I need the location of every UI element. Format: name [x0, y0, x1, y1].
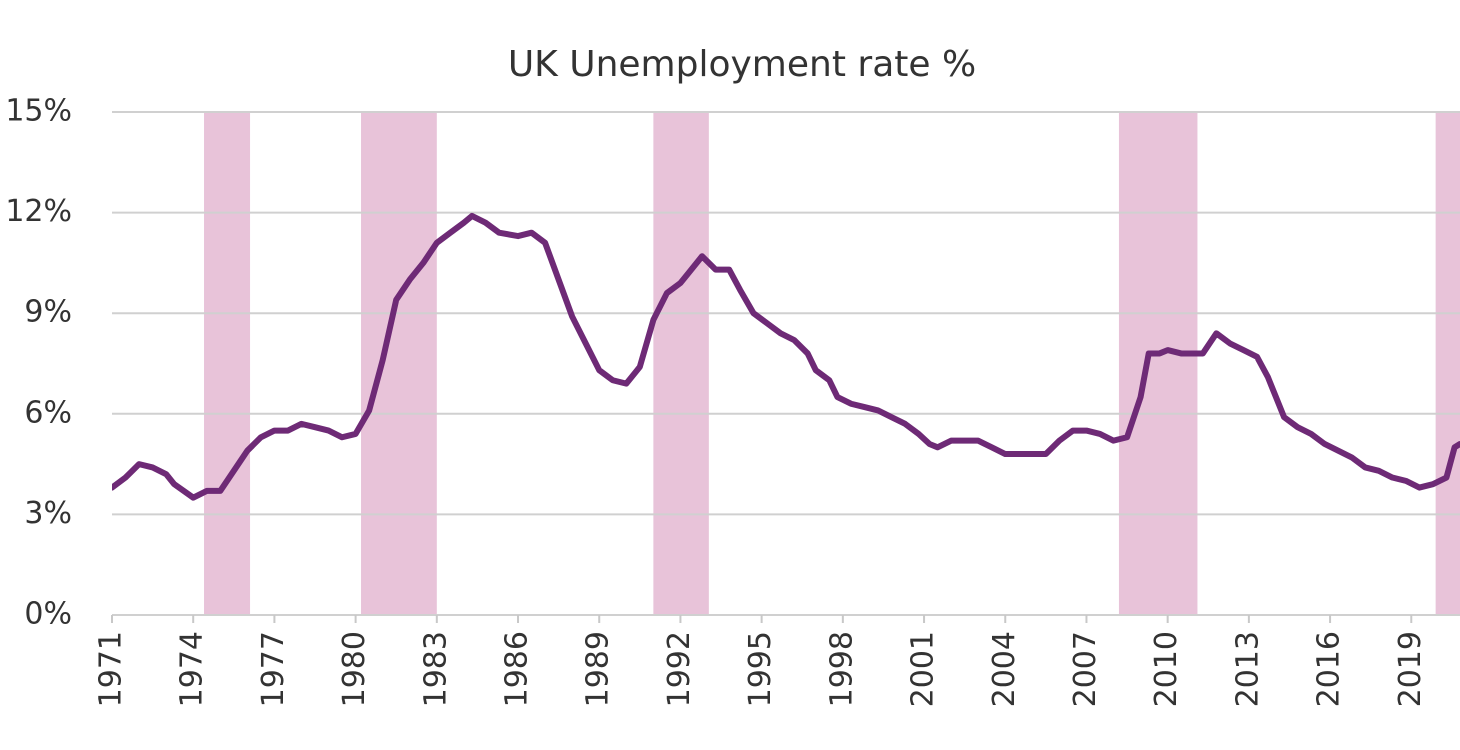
x-tick-label: 1983	[418, 631, 453, 707]
y-tick-label: 3%	[24, 496, 72, 531]
x-tick-label: 1980	[337, 631, 372, 707]
x-tick-label: 2013	[1230, 631, 1265, 707]
recession-band	[361, 112, 437, 615]
x-tick-label: 1992	[662, 631, 697, 707]
x-tick-label: 2007	[1068, 631, 1103, 707]
x-tick-label: 1977	[256, 631, 291, 707]
x-tick-label: 1971	[94, 631, 129, 707]
x-tick-label: 2010	[1149, 631, 1184, 707]
x-tick-label: 1989	[581, 631, 616, 707]
y-tick-label: 12%	[5, 194, 72, 229]
x-tick-label: 1998	[824, 631, 859, 707]
grid	[111, 111, 1460, 623]
x-tick-label: 2019	[1393, 631, 1428, 707]
recession-band	[653, 112, 709, 615]
recession-bands	[204, 112, 1460, 615]
x-tick-label: 2016	[1312, 631, 1347, 707]
recession-band	[1435, 112, 1460, 615]
y-tick-label: 9%	[24, 295, 72, 330]
y-tick-label: 15%	[5, 94, 72, 129]
x-tick-label: 2001	[906, 631, 941, 707]
x-tick-label: 2004	[987, 631, 1022, 707]
x-tick-label: 1995	[743, 631, 778, 707]
x-tick-label: 1986	[500, 631, 535, 707]
y-tick-label: 6%	[24, 395, 72, 430]
recession-band	[1118, 112, 1198, 615]
x-tick-label: 1974	[175, 631, 210, 707]
series-line	[112, 212, 1460, 501]
series	[112, 212, 1460, 501]
labels: 0% 3% 6% 9% 12% 15% 1971 1974 1977 1980 1983 1986 19…	[5, 94, 1427, 708]
chart-title: UK Unemployment rate %	[508, 44, 976, 85]
recession-band	[204, 112, 251, 615]
y-tick-label: 0%	[24, 597, 72, 632]
